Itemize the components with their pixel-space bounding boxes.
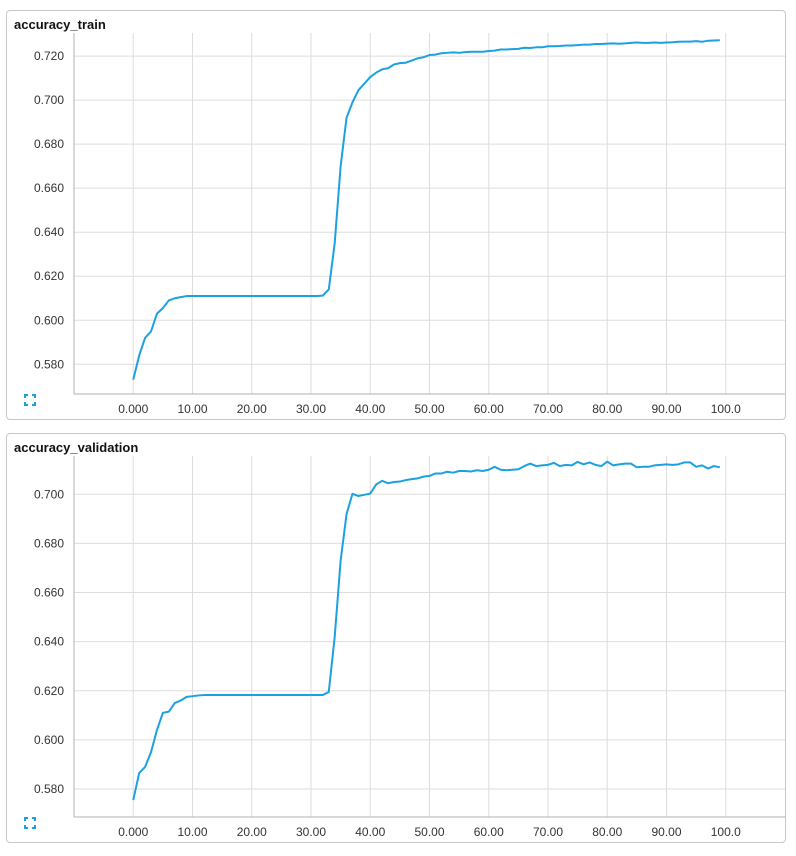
line-chart-accuracy-train: 0.000 10.00 20.00 30.00 40.00 50.00 60.00 70.00…: [34, 33, 785, 416]
x-tick-label: 90.00: [651, 825, 681, 839]
chart-title: accuracy_validation: [14, 440, 139, 455]
series-line: [132, 39, 720, 380]
x-tick-label: 70.00: [533, 825, 563, 839]
x-tick-label: 50.00: [414, 402, 444, 416]
x-tick-label: 0.000: [118, 402, 148, 416]
x-tick-label: 0.000: [118, 825, 148, 839]
y-tick-label: 0.620: [34, 269, 64, 283]
line-chart-accuracy-validation: 0.000 10.00 20.00 30.00 40.00 50.00 60.00 70.00…: [34, 456, 785, 839]
y-tick-label: 0.600: [34, 313, 64, 327]
y-tick-label: 0.640: [34, 635, 64, 649]
x-tick-label: 100.0: [711, 402, 741, 416]
x-tick-label: 50.00: [414, 825, 444, 839]
y-tick-label: 0.700: [34, 487, 64, 501]
y-tick-label: 0.580: [34, 782, 64, 796]
y-tick-label: 0.640: [34, 225, 64, 239]
y-tick-label: 0.680: [34, 536, 64, 550]
x-tick-label: 90.00: [651, 402, 681, 416]
chart-card-accuracy-validation: accuracy_validation 0.000 10.00 20.00 30.00…: [6, 433, 786, 843]
y-tick-label: 0.580: [34, 357, 64, 371]
x-tick-label: 30.00: [296, 825, 326, 839]
x-tick-label: 60.00: [474, 825, 504, 839]
x-tick-label: 10.00: [177, 825, 207, 839]
x-tick-label: 80.00: [592, 402, 622, 416]
y-tick-label: 0.600: [34, 733, 64, 747]
y-tick-label: 0.720: [34, 49, 64, 63]
expand-icon[interactable]: [24, 394, 36, 406]
x-tick-label: 40.00: [355, 825, 385, 839]
x-tick-label: 60.00: [474, 402, 504, 416]
x-tick-label: 40.00: [355, 402, 385, 416]
x-tick-label: 100.0: [711, 825, 741, 839]
y-tick-label: 0.700: [34, 93, 64, 107]
y-tick-label: 0.680: [34, 137, 64, 151]
chart-title: accuracy_train: [14, 17, 106, 32]
x-tick-label: 20.00: [237, 825, 267, 839]
x-tick-label: 70.00: [533, 402, 563, 416]
x-tick-label: 30.00: [296, 402, 326, 416]
y-tick-label: 0.620: [34, 684, 64, 698]
expand-icon[interactable]: [24, 817, 36, 829]
x-tick-label: 10.00: [177, 402, 207, 416]
y-tick-label: 0.660: [34, 181, 64, 195]
chart-card-accuracy-train: accuracy_train 0.000 10.00 20.00 30.00 40.00…: [6, 10, 786, 420]
y-tick-label: 0.660: [34, 586, 64, 600]
series-line: [132, 460, 721, 801]
x-tick-label: 80.00: [592, 825, 622, 839]
x-tick-label: 20.00: [237, 402, 267, 416]
